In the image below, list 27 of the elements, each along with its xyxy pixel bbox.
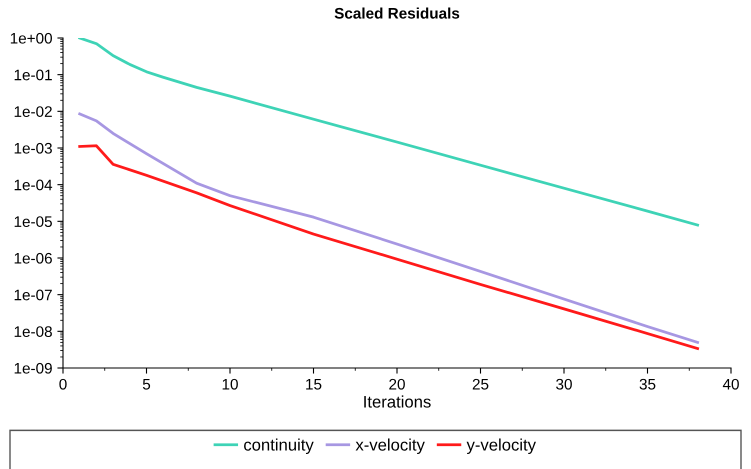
y-tick-label: 1e-08 bbox=[14, 326, 52, 338]
y-tick-label: 1e+00 bbox=[10, 32, 52, 44]
y-tick-label: 1e-05 bbox=[14, 216, 52, 228]
x-tick-label: 25 bbox=[472, 378, 488, 390]
line-series bbox=[78, 112, 699, 344]
x-tick-label: 30 bbox=[556, 378, 572, 390]
legend-label: y-velocity bbox=[466, 438, 536, 454]
y-tick-label: 1e-01 bbox=[14, 70, 52, 80]
x-tick-label: 35 bbox=[640, 378, 656, 390]
x-axis-title: Iterations bbox=[364, 395, 431, 408]
x-tick-label: 10 bbox=[222, 378, 238, 390]
line-series bbox=[78, 38, 699, 226]
y-tick-label: 1e-07 bbox=[14, 290, 52, 300]
x-tick-label: 20 bbox=[389, 378, 405, 390]
y-tick-label: 1e-04 bbox=[14, 180, 52, 190]
x-tick-label: 5 bbox=[142, 378, 150, 390]
y-tick-label: 1e-02 bbox=[14, 106, 52, 118]
legend-label: x-velocity bbox=[356, 438, 425, 454]
y-tick-label: 1e-09 bbox=[14, 362, 52, 374]
x-tick-label: 0 bbox=[59, 378, 67, 390]
y-tick-label: 1e-03 bbox=[14, 142, 52, 154]
legend-label: continuity bbox=[244, 438, 314, 454]
y-tick-label: 1e-06 bbox=[14, 252, 52, 264]
x-tick-label: 15 bbox=[306, 378, 322, 390]
chart-title: Scaled Residuals bbox=[334, 7, 460, 19]
line-series bbox=[78, 144, 699, 350]
x-tick-label: 40 bbox=[722, 378, 739, 390]
